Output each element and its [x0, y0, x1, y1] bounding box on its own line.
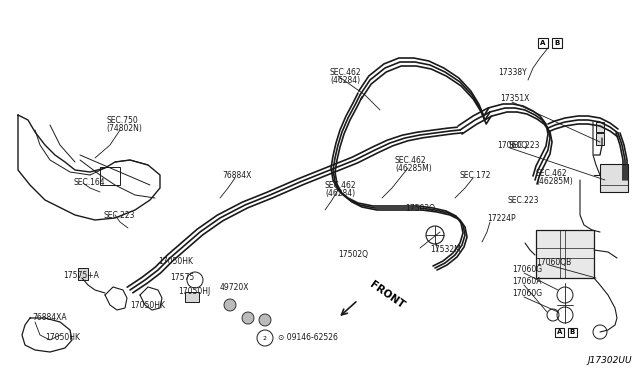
Text: 17060Q: 17060Q — [497, 141, 527, 150]
Text: 17050HK: 17050HK — [45, 334, 80, 343]
Text: B: B — [570, 330, 575, 336]
Circle shape — [224, 299, 236, 311]
Text: FRONT: FRONT — [368, 279, 406, 311]
Bar — [185, 292, 199, 302]
Bar — [538, 38, 548, 48]
Text: 17575: 17575 — [170, 273, 195, 282]
Text: SEC.462: SEC.462 — [330, 67, 362, 77]
Text: 2: 2 — [263, 336, 267, 340]
Text: 17502Q: 17502Q — [405, 203, 435, 212]
Text: 17338Y: 17338Y — [498, 67, 527, 77]
Text: SEC.164: SEC.164 — [73, 177, 104, 186]
Bar — [596, 122, 604, 132]
Text: SEC.462: SEC.462 — [325, 180, 356, 189]
Text: 17060G: 17060G — [512, 289, 542, 298]
Text: 17050HK: 17050HK — [158, 257, 193, 266]
Bar — [536, 230, 594, 278]
Bar — [552, 38, 562, 48]
Text: 17532M: 17532M — [430, 246, 461, 254]
Text: SEC.462: SEC.462 — [395, 155, 427, 164]
Text: (46284): (46284) — [325, 189, 355, 198]
Text: 49720X: 49720X — [220, 283, 250, 292]
Text: J17302UU: J17302UU — [588, 356, 632, 365]
Text: SEC.462: SEC.462 — [536, 169, 568, 177]
Text: A: A — [557, 330, 562, 336]
Text: SEC.223: SEC.223 — [103, 211, 134, 219]
Bar — [568, 328, 577, 337]
Text: (46285M): (46285M) — [395, 164, 432, 173]
Text: 17060G: 17060G — [512, 266, 542, 275]
Text: SEC.223: SEC.223 — [509, 141, 540, 150]
Bar — [600, 164, 628, 192]
Circle shape — [242, 312, 254, 324]
Circle shape — [259, 314, 271, 326]
Text: (46285M): (46285M) — [536, 176, 573, 186]
Text: (46284): (46284) — [330, 76, 360, 84]
Text: 17502Q: 17502Q — [338, 250, 368, 260]
Bar — [596, 133, 604, 145]
Text: SEC.750: SEC.750 — [106, 115, 138, 125]
Text: 17575+A: 17575+A — [63, 270, 99, 279]
Text: 17351X: 17351X — [500, 93, 529, 103]
Text: 76884XA: 76884XA — [32, 314, 67, 323]
Text: 17050HJ: 17050HJ — [178, 288, 211, 296]
Bar — [78, 268, 88, 280]
Text: SEC.172: SEC.172 — [460, 170, 492, 180]
Text: 17060A: 17060A — [512, 278, 541, 286]
Bar — [555, 328, 564, 337]
Text: 17224P: 17224P — [487, 214, 516, 222]
Text: 17060QB: 17060QB — [536, 257, 572, 266]
Text: 76884X: 76884X — [222, 170, 252, 180]
Text: A: A — [540, 40, 546, 46]
Text: B: B — [554, 40, 559, 46]
Text: 17050HK: 17050HK — [130, 301, 165, 310]
Text: ⊙ 09146-62526: ⊙ 09146-62526 — [278, 334, 338, 343]
Bar — [100, 167, 120, 185]
Text: SEC.223: SEC.223 — [508, 196, 540, 205]
Text: (74802N): (74802N) — [106, 124, 142, 132]
